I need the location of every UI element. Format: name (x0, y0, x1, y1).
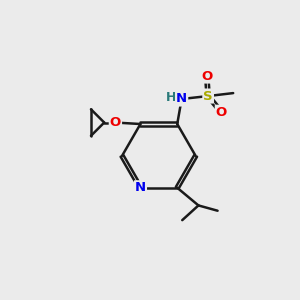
Text: N: N (176, 92, 187, 106)
Text: H: H (166, 91, 176, 104)
Text: S: S (203, 89, 213, 103)
Text: N: N (135, 181, 146, 194)
Text: O: O (201, 70, 212, 83)
Text: O: O (216, 106, 227, 119)
Text: O: O (110, 116, 121, 129)
